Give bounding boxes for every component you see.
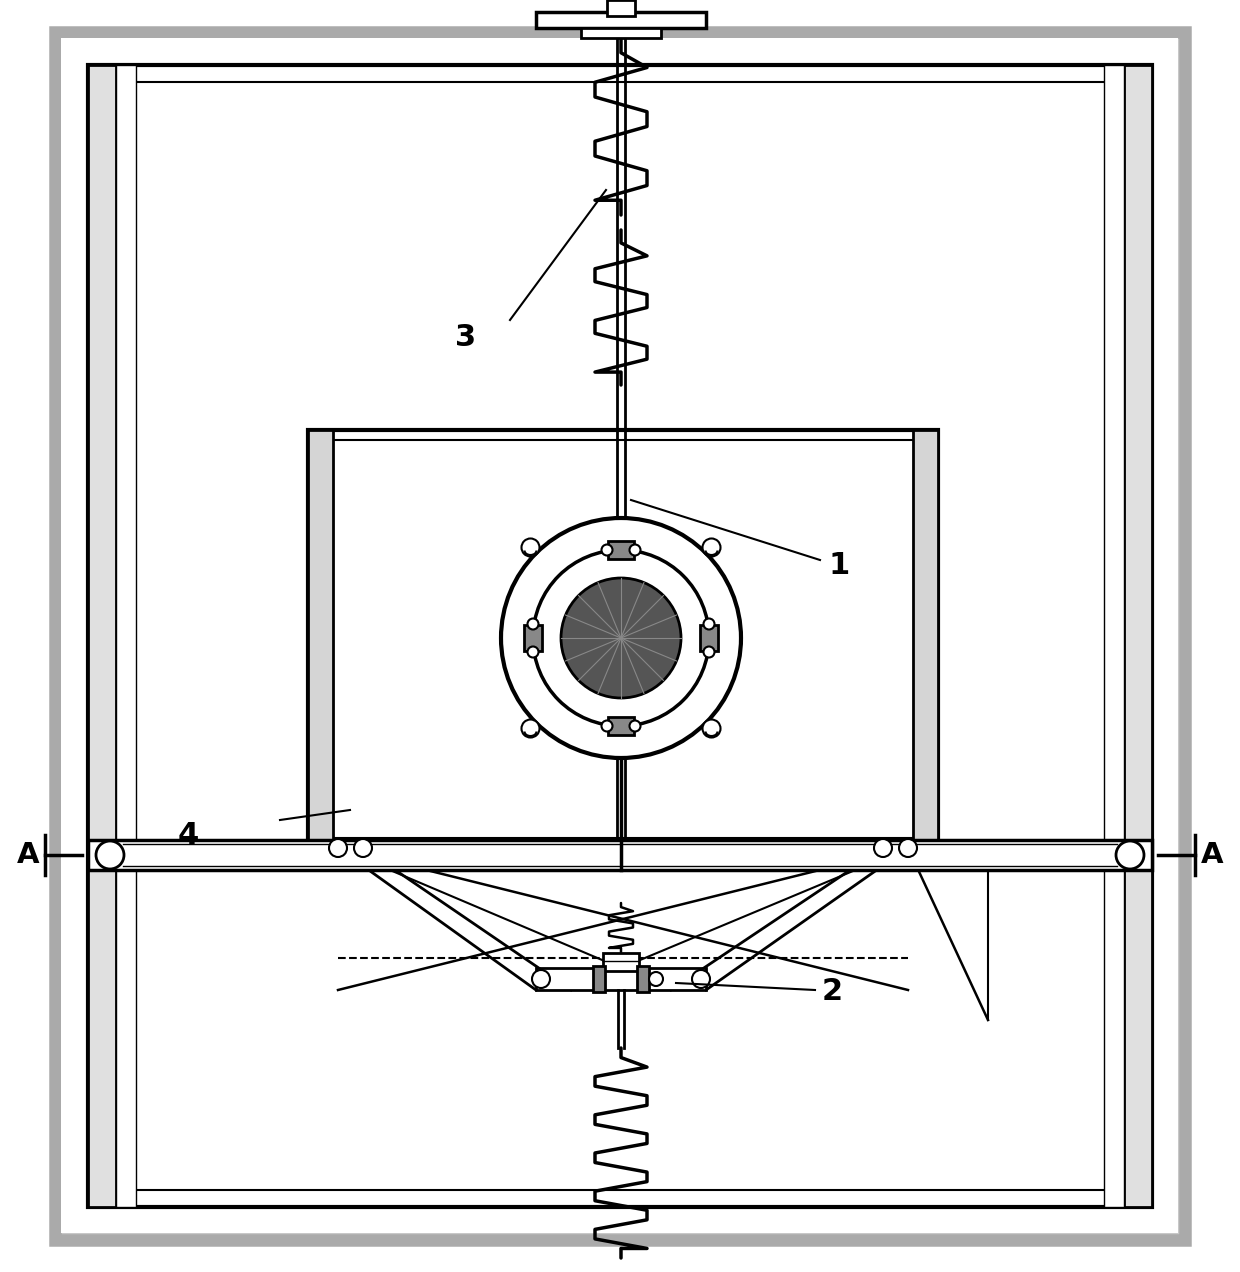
Bar xyxy=(603,953,639,971)
Circle shape xyxy=(527,646,538,658)
Circle shape xyxy=(703,538,720,556)
Bar xyxy=(308,430,334,848)
Bar xyxy=(525,625,542,651)
Bar xyxy=(701,625,718,651)
Text: 1: 1 xyxy=(828,551,849,580)
Text: A: A xyxy=(17,841,40,869)
Circle shape xyxy=(522,538,539,556)
Bar xyxy=(536,968,706,990)
Circle shape xyxy=(522,720,539,738)
Circle shape xyxy=(703,618,714,630)
Bar xyxy=(88,65,117,1207)
Circle shape xyxy=(630,544,641,556)
Bar xyxy=(308,430,937,848)
Circle shape xyxy=(899,840,918,857)
Bar xyxy=(608,541,634,558)
Bar xyxy=(117,65,136,1207)
Bar xyxy=(582,28,661,38)
Bar xyxy=(637,965,649,992)
Circle shape xyxy=(874,840,892,857)
Text: 2: 2 xyxy=(822,977,843,1006)
Text: A: A xyxy=(1200,841,1223,869)
Circle shape xyxy=(560,577,681,698)
Circle shape xyxy=(501,518,742,758)
Circle shape xyxy=(329,840,347,857)
Circle shape xyxy=(615,516,627,528)
Circle shape xyxy=(703,720,720,738)
Bar xyxy=(913,430,937,848)
Circle shape xyxy=(649,972,663,986)
Circle shape xyxy=(532,971,551,988)
Bar xyxy=(608,717,634,735)
Circle shape xyxy=(95,841,124,869)
Circle shape xyxy=(692,971,711,988)
Text: 3: 3 xyxy=(455,323,476,352)
Bar xyxy=(593,965,605,992)
Circle shape xyxy=(630,720,641,731)
Bar xyxy=(608,0,635,17)
Bar xyxy=(1123,65,1152,1207)
Circle shape xyxy=(353,840,372,857)
Circle shape xyxy=(527,618,538,630)
Text: 4: 4 xyxy=(179,822,200,851)
Circle shape xyxy=(703,646,714,658)
Circle shape xyxy=(1116,841,1145,869)
Bar xyxy=(536,11,706,28)
Bar xyxy=(317,440,928,838)
Bar xyxy=(88,840,1152,870)
Circle shape xyxy=(601,720,613,731)
Circle shape xyxy=(533,550,709,726)
Bar xyxy=(105,81,1135,1191)
Bar xyxy=(1104,65,1123,1207)
Bar xyxy=(88,65,1152,1207)
Circle shape xyxy=(601,544,613,556)
